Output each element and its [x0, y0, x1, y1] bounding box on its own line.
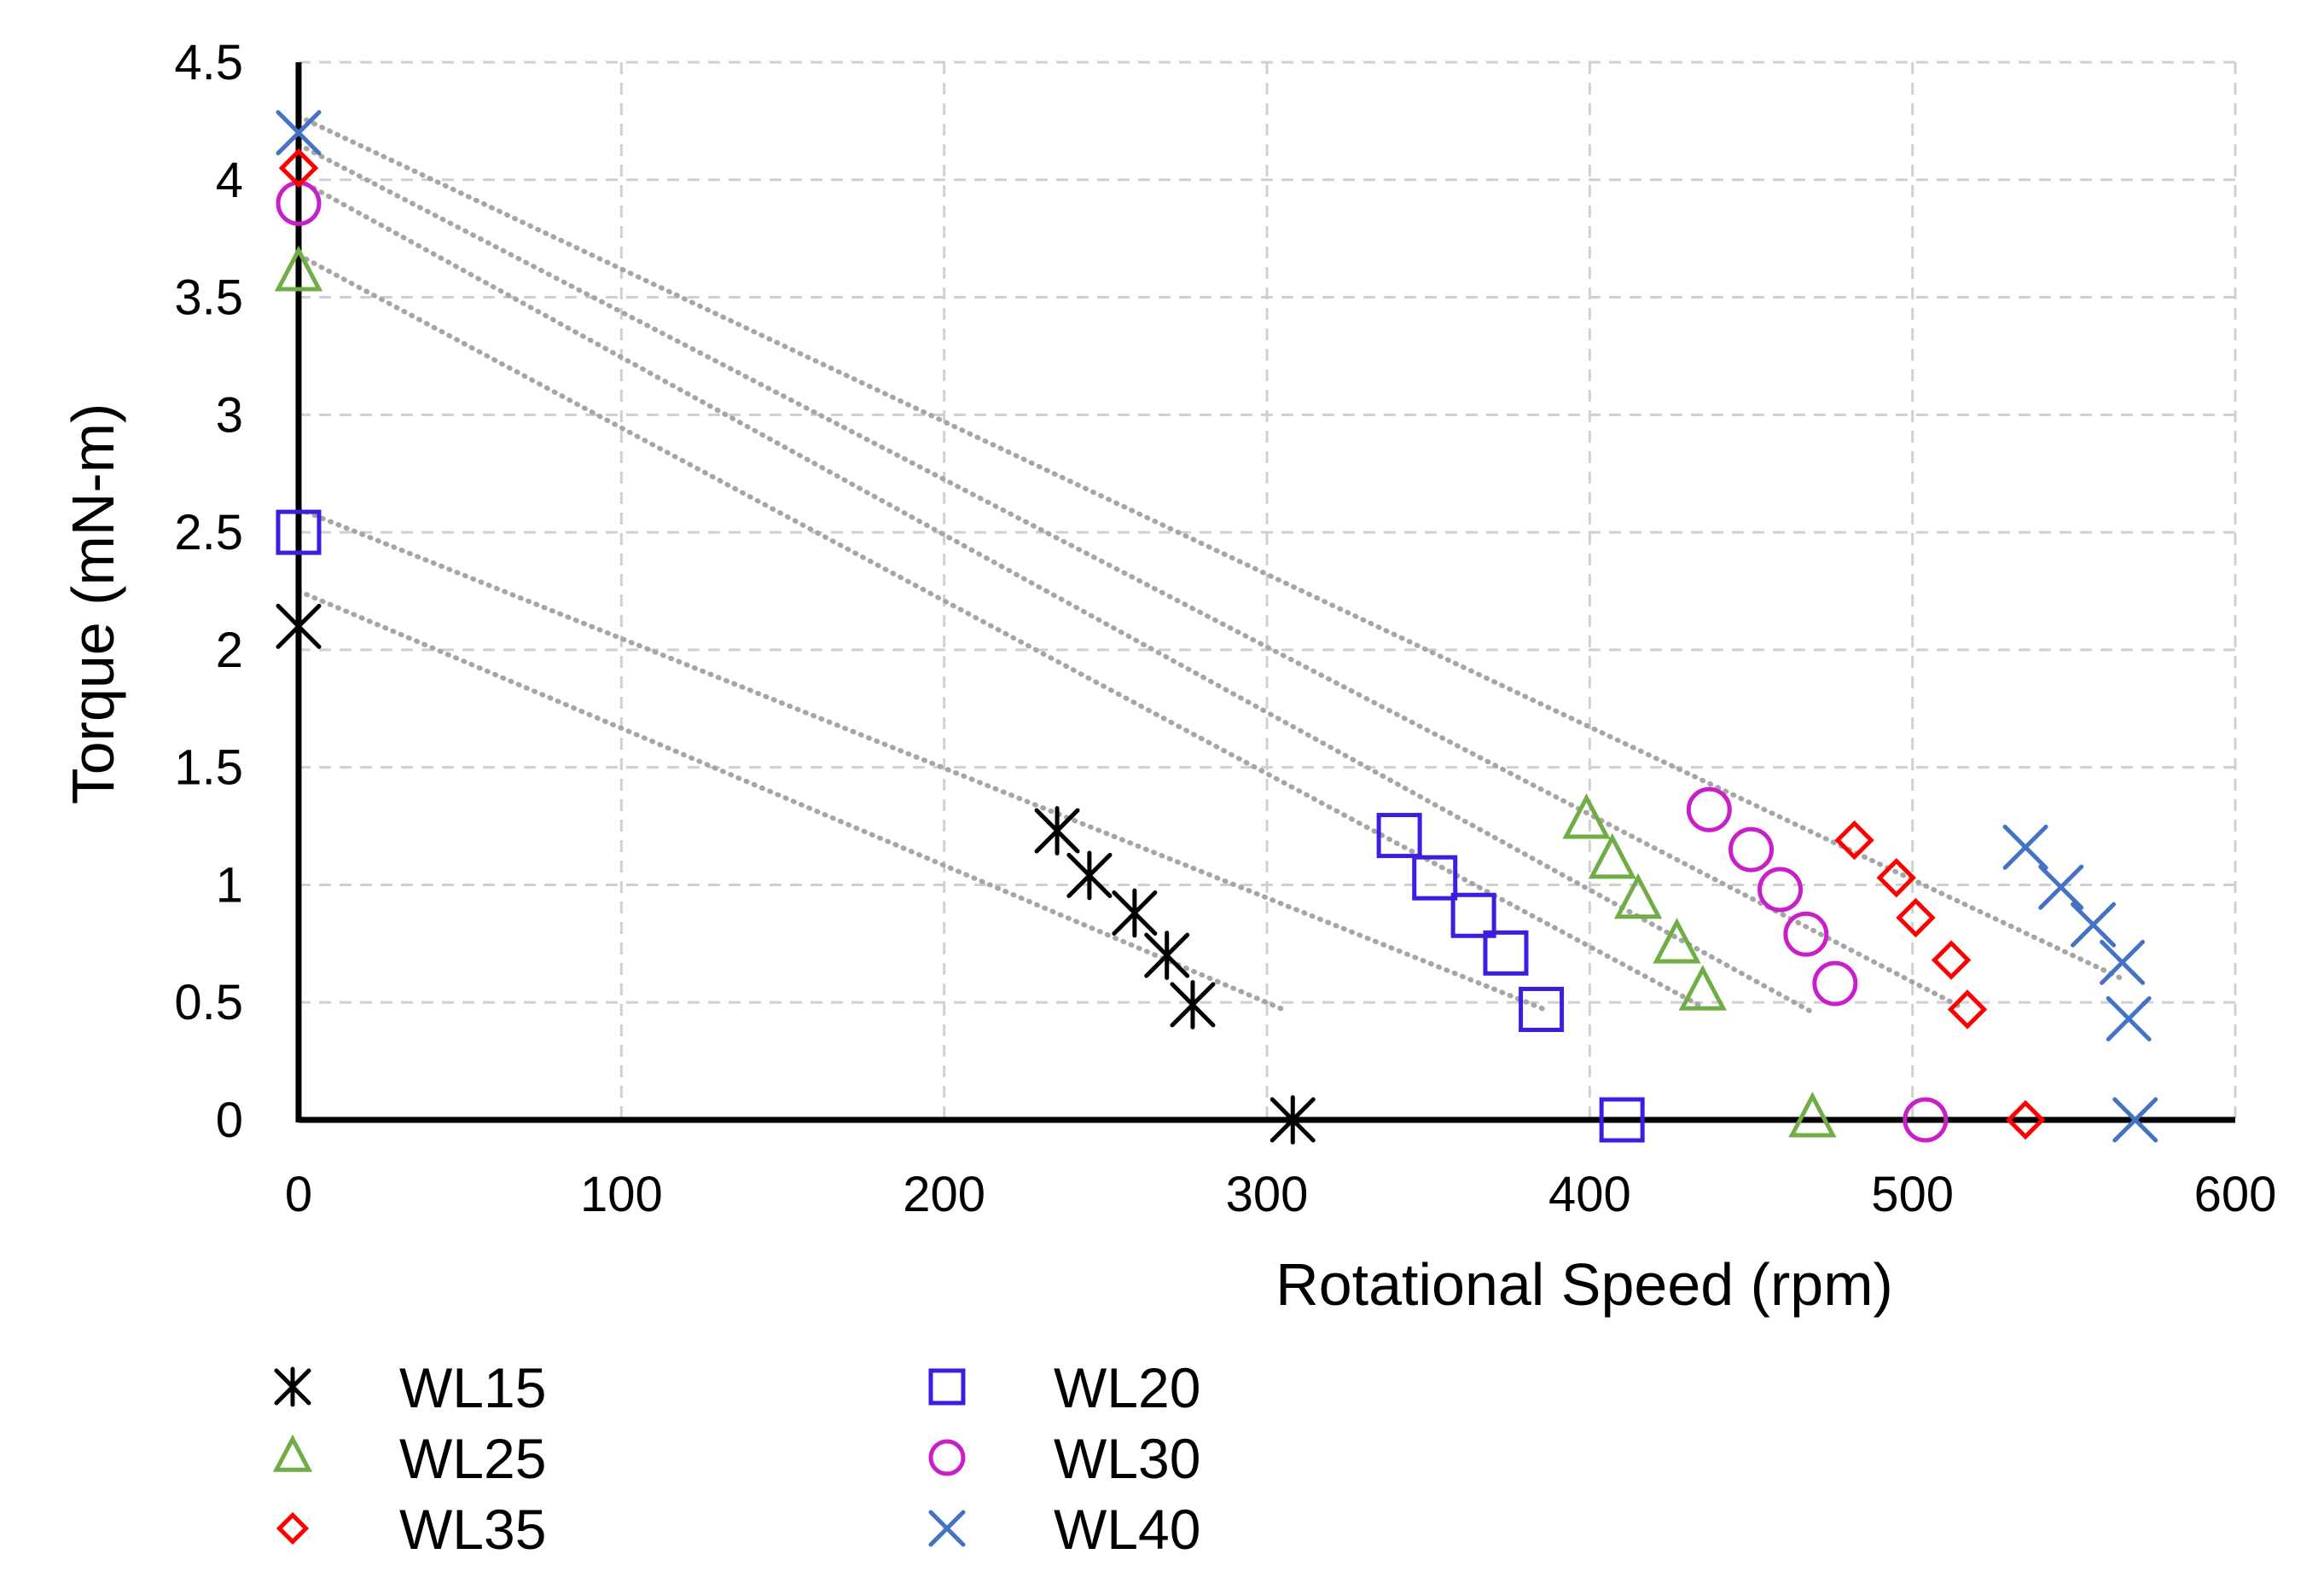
point-wl20-6 — [1599, 1097, 1645, 1143]
point-wl30-5 — [1812, 960, 1858, 1006]
point-wl40-6 — [2112, 1097, 2158, 1143]
point-wl35-1 — [1834, 820, 1874, 861]
point-wl20-1 — [1376, 813, 1422, 859]
legend-marker-wl30 — [928, 1439, 966, 1476]
point-wl35-4 — [1931, 940, 1972, 980]
legend-label-wl35: WL35 — [399, 1498, 546, 1561]
point-wl25-1 — [1562, 793, 1611, 839]
legend-marker-wl40 — [928, 1510, 966, 1547]
point-wl15-4 — [1144, 931, 1190, 981]
legend-item-wl20: WL20 — [928, 1356, 1200, 1419]
y-tick-label: 2.5 — [174, 505, 243, 560]
x-tick-label: 500 — [1871, 1167, 1954, 1222]
legend: WL15 WL20 WL25 WL30 WL35 WL40 — [272, 1356, 1200, 1561]
point-wl15-2 — [1066, 850, 1113, 901]
y-tick-label: 4 — [216, 153, 243, 208]
point-wl35-6 — [2005, 1099, 2046, 1140]
point-wl15-3 — [1112, 888, 1158, 938]
legend-label-wl15: WL15 — [399, 1356, 546, 1419]
point-wl35-2 — [1876, 857, 1916, 898]
x-axis-title: Rotational Speed (rpm) — [1275, 1251, 1893, 1318]
legend-item-wl35: WL35 — [276, 1498, 546, 1561]
x-tick-label: 200 — [903, 1167, 985, 1222]
y-tick-label: 3 — [216, 387, 243, 443]
point-wl25-0 — [274, 246, 323, 292]
point-wl25-4 — [1653, 918, 1701, 964]
y-tick-label: 0.5 — [174, 975, 243, 1030]
legend-label-wl30: WL30 — [1054, 1427, 1200, 1490]
point-wl25-2 — [1588, 832, 1636, 879]
trendline-wl35 — [296, 142, 1964, 1010]
point-wl35-0 — [278, 148, 319, 188]
legend-item-wl30: WL30 — [928, 1427, 1200, 1490]
point-wl30-3 — [1758, 867, 1804, 913]
y-tick-label: 2 — [216, 623, 243, 678]
legend-marker-wl25 — [272, 1434, 313, 1472]
y-tick-label: 4.5 — [174, 35, 243, 90]
point-wl20-0 — [276, 509, 322, 555]
y-tick-label: 1 — [216, 857, 243, 913]
point-wl35-5 — [1947, 989, 1988, 1029]
gridlines — [299, 61, 2237, 1120]
trendlines — [296, 113, 2125, 1017]
point-wl15-5 — [1170, 980, 1216, 1029]
point-wl20-5 — [1519, 986, 1565, 1032]
legend-item-wl15: WL15 — [274, 1356, 546, 1419]
point-wl40-4 — [2100, 939, 2146, 985]
axes — [295, 62, 2235, 1123]
legend-marker-wl20 — [928, 1368, 966, 1406]
x-tick-label: 300 — [1226, 1167, 1309, 1222]
trendline-wl15 — [296, 589, 1286, 1012]
x-tick-label: 400 — [1548, 1167, 1631, 1222]
trendline-wl30 — [296, 177, 1819, 1017]
x-tick-label: 0 — [285, 1167, 312, 1222]
trendline-wl40 — [296, 113, 2125, 982]
point-wl30-1 — [1686, 786, 1732, 832]
x-tick-label: 100 — [580, 1167, 663, 1222]
point-wl25-3 — [1613, 873, 1663, 919]
y-tick-label: 0 — [216, 1093, 243, 1148]
point-wl20-3 — [1450, 892, 1496, 938]
point-wl15-6 — [1269, 1095, 1316, 1145]
point-wl20-4 — [1483, 930, 1529, 976]
point-wl30-2 — [1728, 826, 1774, 873]
data-markers — [274, 110, 2158, 1145]
y-tick-label: 3.5 — [174, 270, 243, 326]
y-tick-label: 1.5 — [174, 740, 243, 796]
y-axis-title: Torque (mN-m) — [60, 403, 126, 805]
legend-marker-wl15 — [274, 1366, 311, 1407]
legend-label-wl20: WL20 — [1054, 1356, 1200, 1419]
point-wl30-4 — [1783, 911, 1829, 957]
point-wl40-3 — [2071, 902, 2117, 948]
legend-marker-wl35 — [276, 1511, 310, 1545]
point-wl40-0 — [276, 110, 322, 156]
point-wl30-6 — [1903, 1097, 1949, 1143]
legend-item-wl40: WL40 — [928, 1498, 1200, 1561]
point-wl40-2 — [2038, 864, 2084, 910]
point-wl15-1 — [1034, 806, 1080, 855]
point-wl15-0 — [276, 601, 322, 652]
tick-labels: 0 100 200 300 400 500 600 0 0.5 1 1.5 2 2.5 3 3.5 4 4.5 — [174, 35, 2276, 1222]
point-wl25-5 — [1678, 965, 1727, 1011]
point-wl25-6 — [1788, 1092, 1837, 1138]
legend-label-wl40: WL40 — [1054, 1498, 1200, 1561]
legend-label-wl25: WL25 — [399, 1427, 546, 1490]
trendline-wl20 — [296, 506, 1548, 1012]
point-wl40-5 — [2106, 996, 2152, 1042]
point-wl40-1 — [2002, 824, 2048, 870]
trendline-wl25 — [296, 252, 1705, 1010]
legend-item-wl25: WL25 — [272, 1427, 546, 1490]
point-wl20-2 — [1412, 855, 1458, 901]
point-wl35-3 — [1896, 897, 1936, 938]
x-tick-label: 600 — [2194, 1167, 2277, 1222]
